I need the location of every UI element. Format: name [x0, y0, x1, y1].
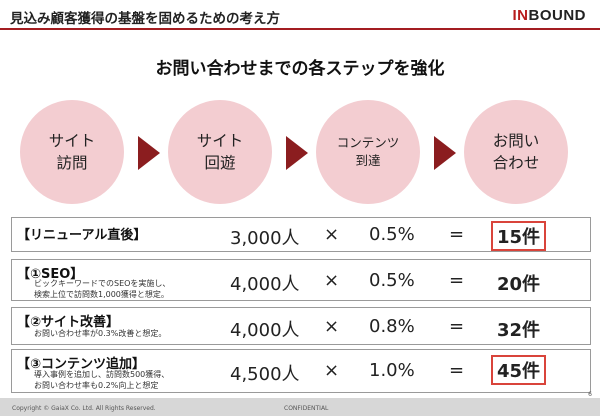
page-number: 6: [588, 391, 592, 398]
result-value: 20件: [497, 274, 541, 295]
step-inquiry: お問い 合わせ: [464, 100, 568, 204]
result-value: 32件: [497, 320, 541, 341]
slide-footer: Copyright © GaiaX Co. Ltd. All Rights Re…: [0, 398, 600, 416]
step-label: サイト 訪問: [48, 131, 96, 172]
multiply-sign: ×: [324, 316, 340, 337]
scenario-row-content-addition: 【③コンテンツ追加】 導入事例を追加し、訪問数500獲得、 お問い合わせ率も0.…: [11, 349, 591, 393]
equals-sign: =: [449, 224, 465, 245]
logo-suffix: BOUND: [528, 7, 586, 24]
row-note: 導入事例を追加し、訪問数500獲得、 お問い合わせ率も0.2%向上と想定: [34, 370, 170, 390]
scenario-row-site-improvement: 【②サイト改善】 お問い合わせ率が0.3%改善と想定。 4,000人 × 0.8…: [11, 307, 591, 345]
step-content-reach: コンテンツ 到達: [316, 100, 420, 204]
arrow-right-icon: [286, 136, 308, 170]
rate-value: 0.5%: [369, 224, 415, 245]
slide-subtitle: お問い合わせまでの各ステップを強化: [155, 59, 445, 79]
scenario-row-renewal: 【リニューアル直後】 3,000人 × 0.5% = 15件: [11, 217, 591, 252]
header-divider: [0, 28, 600, 30]
row-label: 【リニューアル直後】: [17, 228, 147, 243]
result-value: 45件: [491, 355, 547, 385]
multiply-sign: ×: [324, 224, 340, 245]
equals-sign: =: [449, 270, 465, 291]
step-site-browse: サイト 回遊: [168, 100, 272, 204]
arrow-right-icon: [138, 136, 160, 170]
slide-header: 見込み顧客獲得の基盤を固めるための考え方 INBOUND: [0, 0, 600, 30]
row-label: 【③コンテンツ追加】: [17, 357, 146, 372]
visits-value: 4,000人: [230, 320, 300, 341]
visits-value: 4,500人: [230, 364, 300, 385]
multiply-sign: ×: [324, 360, 340, 381]
equals-sign: =: [449, 360, 465, 381]
step-label: コンテンツ 到達: [336, 134, 400, 168]
step-site-visit: サイト 訪問: [20, 100, 124, 204]
row-note: ビックキーワードでのSEOを実施し、 検索上位で訪問数1,000獲得と想定。: [34, 279, 171, 299]
equals-sign: =: [449, 316, 465, 337]
row-label: 【②サイト改善】: [17, 315, 120, 330]
result-value: 15件: [491, 221, 547, 251]
scenario-row-seo: 【①SEO】 ビックキーワードでのSEOを実施し、 検索上位で訪問数1,000獲…: [11, 259, 591, 301]
copyright-text: Copyright © GaiaX Co. Ltd. All Rights Re…: [12, 405, 156, 412]
confidential-label: CONFIDENTIAL: [284, 405, 329, 412]
step-label: お問い 合わせ: [492, 131, 540, 172]
rate-value: 1.0%: [369, 360, 415, 381]
multiply-sign: ×: [324, 270, 340, 291]
funnel-steps: サイト 訪問 サイト 回遊 コンテンツ 到達 お問い 合わせ: [0, 100, 600, 204]
step-label: サイト 回遊: [196, 131, 244, 172]
row-note: お問い合わせ率が0.3%改善と想定。: [34, 329, 167, 338]
inbound-logo: INBOUND: [513, 7, 587, 24]
slide-title: 見込み顧客獲得の基盤を固めるための考え方: [10, 11, 280, 27]
arrow-right-icon: [434, 136, 456, 170]
rate-value: 0.5%: [369, 270, 415, 291]
row-label: 【①SEO】: [17, 267, 84, 282]
visits-value: 4,000人: [230, 274, 300, 295]
rate-value: 0.8%: [369, 316, 415, 337]
visits-value: 3,000人: [230, 228, 300, 249]
logo-prefix: IN: [512, 7, 529, 24]
